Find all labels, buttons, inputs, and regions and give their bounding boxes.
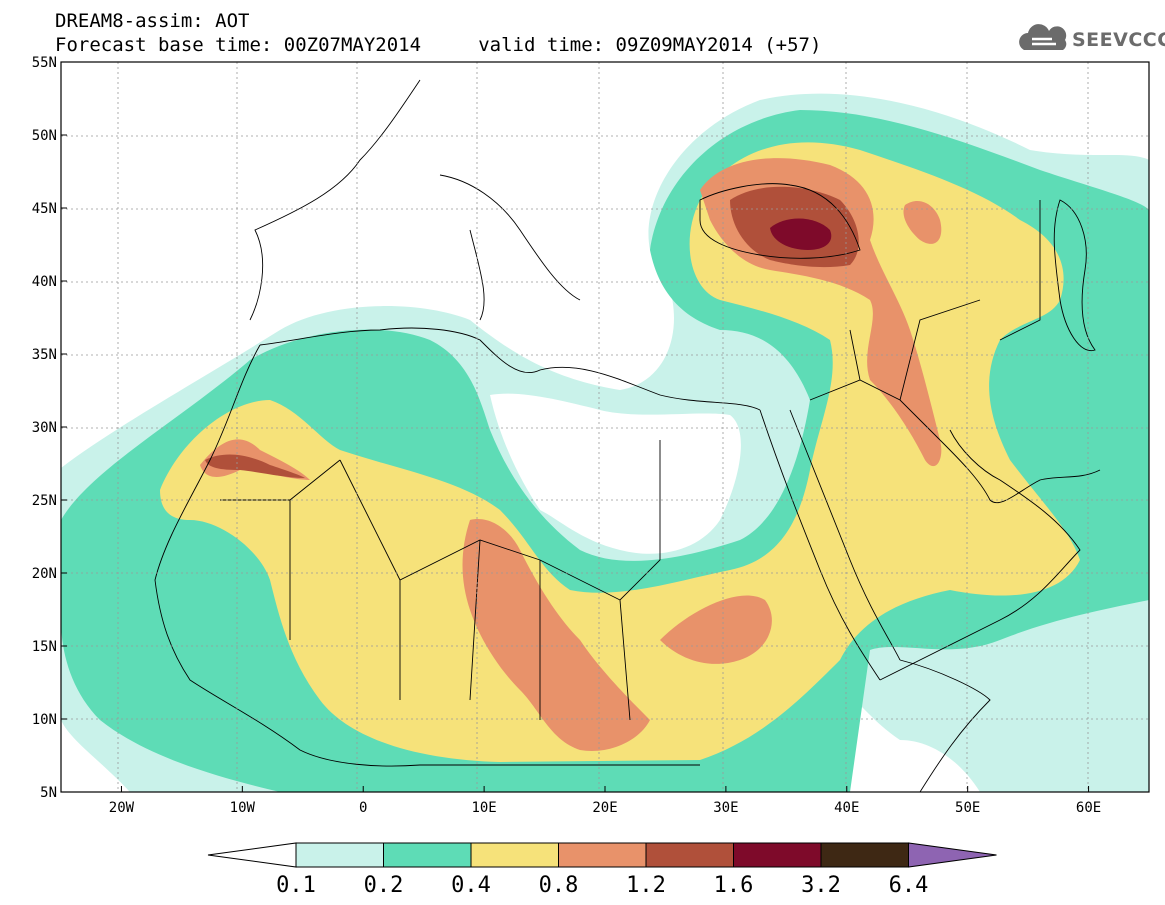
color-legend: 0.1 0.2 0.4 0.8 1.2 1.6 3.2 6.4 <box>207 842 997 898</box>
lat-tick-label: 5N <box>40 785 57 801</box>
legend-swatch <box>645 842 734 868</box>
aot-region-0.8 <box>903 200 942 244</box>
lat-tick-label: 40N <box>32 274 57 290</box>
aot-region-1.2 <box>205 454 305 478</box>
lat-tick-label: 25N <box>32 493 57 509</box>
logo-text: SEEVCCC <box>1072 29 1165 51</box>
forecast-times: Forecast base time: 00Z07MAY2014 valid t… <box>55 34 822 56</box>
country-borders-middle-east <box>809 200 1041 441</box>
legend-label: 6.4 <box>889 873 929 898</box>
legend-swatch <box>295 842 384 868</box>
legend-label: 0.8 <box>539 873 579 898</box>
coastline-europe <box>249 79 581 321</box>
country-borders-africa <box>220 440 661 721</box>
lat-tick-label: 30N <box>32 420 57 436</box>
legend-swatch <box>470 842 559 868</box>
map-title: DREAM8-assim: AOT <box>55 10 250 32</box>
legend-swatch <box>558 842 647 868</box>
legend-label: 3.2 <box>801 873 841 898</box>
lat-tick-label: 15N <box>32 639 57 655</box>
lon-tick-label: 50E <box>955 800 980 816</box>
longitude-axis: 20W 10W 0 10E 20E 30E 40E 50E 60E <box>109 786 1101 816</box>
coastline-north-africa <box>259 327 761 411</box>
legend-label: 0.2 <box>364 873 404 898</box>
country-borders <box>154 79 1101 792</box>
coastline-west-africa <box>154 344 700 767</box>
caspian-coast <box>1053 199 1096 352</box>
horn-of-africa-coast <box>899 659 991 792</box>
lon-tick-label: 30E <box>713 800 738 816</box>
latitude-axis: 55N 50N 45N 40N 35N 30N 25N 20N 15N 10N 5N <box>32 55 67 801</box>
aot-region-0.4 <box>160 142 1080 762</box>
gridlines <box>61 62 1149 792</box>
legend-label: 1.6 <box>714 873 754 898</box>
arabian-coast <box>879 429 1081 681</box>
aot-clear-area <box>490 393 741 554</box>
aot-region-1.6 <box>770 218 832 250</box>
legend-arrow-high <box>908 842 997 868</box>
lat-tick-label: 20N <box>32 566 57 582</box>
aot-region-0.8 <box>462 519 650 751</box>
legend-label: 0.1 <box>276 873 316 898</box>
black-sea-coast <box>699 183 861 259</box>
red-sea-coast <box>759 409 901 681</box>
lat-tick-label: 10N <box>32 712 57 728</box>
lon-tick-label: 20E <box>592 800 617 816</box>
cloud-logo-icon <box>1019 24 1067 50</box>
lat-tick-label: 35N <box>32 347 57 363</box>
aot-region-0.8 <box>660 595 772 664</box>
lat-tick-label: 45N <box>32 201 57 217</box>
lon-tick-label: 10E <box>471 800 496 816</box>
legend-label: 0.4 <box>451 873 491 898</box>
legend-swatch <box>383 842 472 868</box>
lat-tick-label: 50N <box>32 128 57 144</box>
lat-tick-label: 55N <box>32 55 57 71</box>
legend-label: 1.2 <box>626 873 666 898</box>
lon-tick-label: 40E <box>834 800 859 816</box>
lon-tick-label: 20W <box>109 800 135 816</box>
legend-swatch <box>733 842 822 868</box>
lon-tick-label: 0 <box>359 800 367 816</box>
lon-tick-label: 60E <box>1076 800 1101 816</box>
legend-swatch <box>820 842 909 868</box>
persian-gulf-coast <box>939 439 1101 504</box>
legend-arrow-low <box>207 842 297 868</box>
lon-tick-label: 10W <box>230 800 256 816</box>
